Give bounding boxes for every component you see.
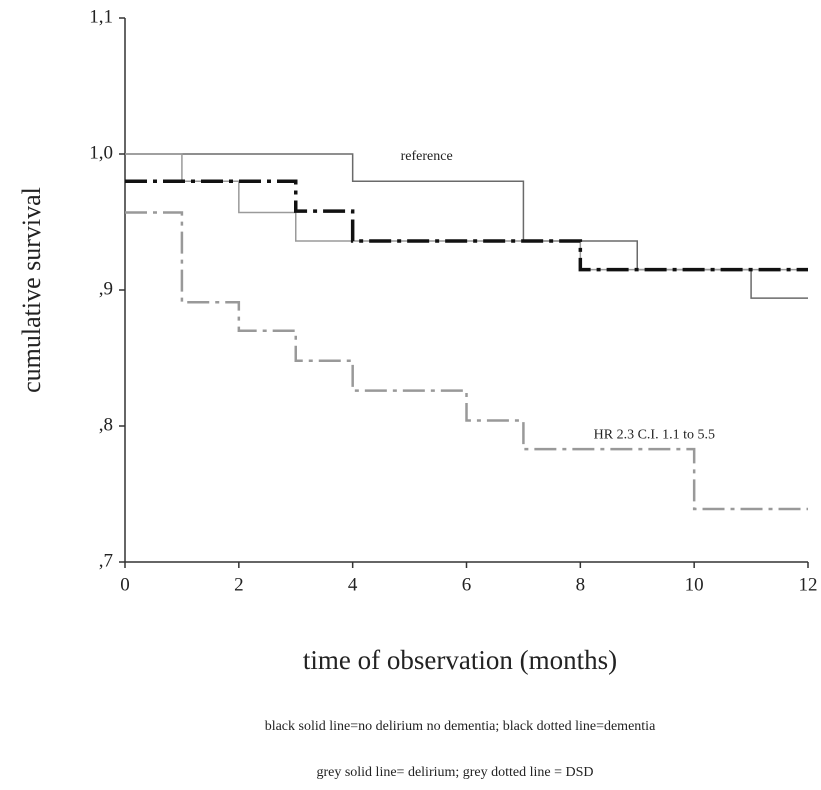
x-tick-label: 0	[120, 574, 130, 595]
y-tick-label: ,7	[99, 550, 113, 571]
x-axis-label: time of observation (months)	[303, 645, 617, 675]
x-tick-label: 10	[685, 574, 704, 595]
annotation: reference	[401, 149, 453, 164]
y-tick-label: 1,1	[89, 6, 113, 27]
x-tick-label: 6	[462, 574, 472, 595]
x-tick-label: 8	[576, 574, 586, 595]
footnote: black solid line=no delirium no dementia…	[265, 719, 656, 734]
footnote: grey solid line= delirium; grey dotted l…	[316, 765, 593, 780]
x-tick-label: 12	[799, 574, 818, 595]
y-tick-label: ,8	[99, 414, 113, 435]
survival-line	[125, 153, 808, 271]
survival-line	[125, 211, 808, 511]
y-axis-label: cumulative survival	[17, 187, 46, 393]
survival-line	[125, 153, 808, 299]
y-tick-label: 1,0	[89, 142, 113, 163]
survival-line	[125, 179, 808, 272]
y-tick-label: ,9	[99, 278, 113, 299]
x-tick-label: 4	[348, 574, 358, 595]
annotation: HR 2.3 C.I. 1.1 to 5.5	[594, 428, 715, 443]
x-tick-label: 2	[234, 574, 244, 595]
